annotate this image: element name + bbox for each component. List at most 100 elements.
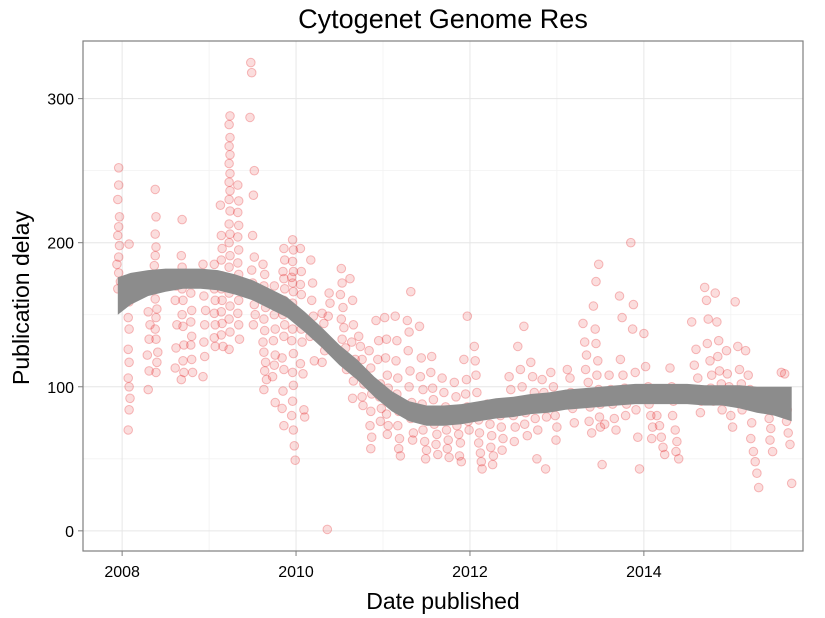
data-point — [433, 449, 443, 460]
data-point — [626, 237, 636, 248]
data-point — [186, 288, 196, 298]
data-point — [527, 371, 538, 382]
data-point — [783, 428, 794, 438]
data-point — [532, 454, 542, 464]
data-point — [444, 452, 454, 463]
data-point — [123, 344, 133, 355]
data-point — [224, 219, 234, 229]
data-point — [224, 141, 234, 151]
y-tick-label: 200 — [47, 236, 74, 253]
data-point — [216, 230, 227, 241]
data-point — [569, 418, 580, 428]
data-point — [233, 207, 243, 218]
data-point — [750, 456, 761, 467]
x-tick-label: 2008 — [104, 564, 140, 581]
y-tick-label: 100 — [47, 380, 74, 397]
data-point — [151, 242, 161, 252]
data-point — [670, 425, 681, 435]
data-point — [646, 410, 656, 421]
data-point — [145, 320, 155, 330]
data-point — [391, 356, 401, 366]
data-point — [142, 350, 153, 360]
data-point — [347, 295, 358, 306]
data-point — [659, 449, 670, 460]
data-point — [295, 358, 306, 369]
data-point — [404, 327, 414, 337]
data-point — [267, 371, 278, 382]
data-point — [590, 324, 601, 334]
data-point — [702, 338, 713, 349]
data-point — [380, 353, 391, 363]
data-point — [358, 400, 368, 411]
data-point — [176, 374, 187, 385]
data-point — [540, 464, 551, 474]
data-point — [407, 435, 418, 445]
data-point — [383, 420, 394, 431]
data-point — [779, 369, 790, 379]
data-point — [186, 340, 196, 350]
data-point — [652, 410, 662, 421]
data-point — [299, 412, 310, 422]
data-point — [460, 389, 471, 399]
data-point — [382, 429, 393, 440]
data-point — [628, 299, 639, 310]
data-point — [656, 432, 667, 443]
data-point — [439, 387, 449, 398]
data-point — [381, 334, 392, 345]
data-point — [395, 451, 406, 461]
data-point — [150, 294, 160, 304]
data-point — [338, 302, 348, 313]
data-point — [151, 367, 161, 378]
data-point — [609, 413, 620, 424]
data-point — [198, 259, 208, 270]
data-point — [581, 350, 592, 360]
data-point — [150, 250, 160, 261]
data-point — [198, 371, 208, 382]
data-point — [695, 407, 706, 418]
data-point — [717, 405, 727, 415]
data-point — [170, 363, 180, 373]
data-point — [646, 433, 657, 444]
data-point — [123, 312, 133, 323]
data-point — [533, 425, 543, 435]
data-point — [667, 410, 678, 421]
data-point — [124, 324, 134, 334]
data-point — [785, 439, 795, 450]
data-point — [288, 286, 299, 297]
data-point — [152, 357, 162, 368]
data-point — [658, 442, 668, 453]
data-point — [382, 370, 393, 381]
data-point — [187, 367, 198, 378]
data-point — [647, 422, 658, 432]
data-point — [379, 312, 390, 323]
data-point — [604, 370, 614, 381]
data-point — [144, 334, 154, 345]
data-point — [288, 425, 299, 435]
data-point — [461, 374, 472, 385]
data-point — [588, 301, 599, 311]
data-point — [431, 439, 441, 450]
data-point — [170, 295, 180, 306]
data-point — [225, 327, 235, 337]
data-point — [234, 334, 245, 345]
data-point — [665, 363, 675, 373]
data-point — [346, 337, 357, 347]
data-point — [428, 394, 439, 405]
data-point — [498, 433, 508, 444]
data-point — [199, 337, 209, 347]
data-point — [517, 382, 527, 392]
data-point — [427, 383, 438, 394]
data-point — [353, 331, 364, 342]
data-point — [375, 416, 386, 427]
data-point — [209, 308, 220, 319]
data-point — [552, 422, 562, 432]
data-point — [224, 262, 234, 273]
data-point — [217, 318, 227, 329]
data-point — [225, 111, 235, 121]
data-point — [373, 354, 383, 365]
data-point — [233, 245, 244, 255]
data-point — [319, 318, 329, 329]
data-point — [186, 354, 197, 365]
data-point — [705, 356, 715, 366]
data-point — [513, 341, 523, 352]
